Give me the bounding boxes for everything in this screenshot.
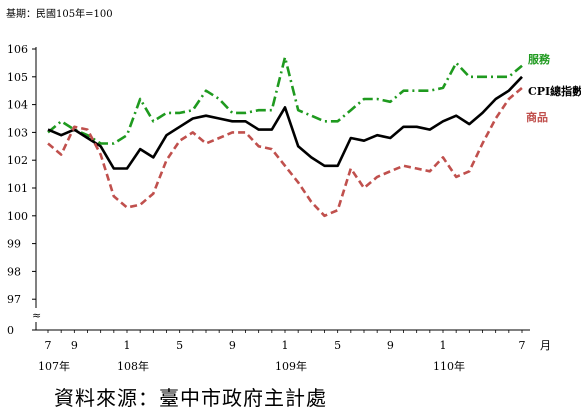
x-tick-label: 1 (124, 339, 131, 352)
x-tick-label: 7 (519, 339, 526, 352)
y-tick-label: 106 (7, 43, 28, 56)
year-label: 108年 (117, 359, 149, 373)
x-tick-label: 9 (71, 339, 78, 352)
x-tick-label: 7 (45, 339, 52, 352)
series-line-0 (47, 55, 523, 145)
year-label: 110年 (433, 359, 465, 373)
y-tick-label: 103 (7, 126, 28, 139)
series-line-2 (47, 86, 523, 218)
series-label-0: 服務 (528, 52, 551, 66)
x-tick-label: 9 (387, 339, 394, 352)
y-tick-label: 104 (7, 99, 28, 112)
y-tick-label: 105 (7, 71, 28, 84)
y-tick-label: 100 (7, 210, 28, 223)
y-axis: ≈106 105 104 103 102 101 100 99 98 97 0 (7, 43, 41, 337)
y-tick-label: 101 (7, 182, 28, 195)
base-note: 基期：民國105年=100 (6, 7, 113, 20)
source-note: 資料來源：臺中市政府主計處 (54, 386, 327, 410)
y-tick-label: 102 (7, 154, 28, 167)
x-tick-label: 5 (334, 339, 341, 352)
x-tick-label: 1 (282, 339, 289, 352)
axis-break-symbol: ≈ (32, 309, 41, 322)
x-axis: 7 9 1 5 9 1 5 9 1 7 107年 108年 109年 110年 (36, 329, 530, 373)
x-tick-label: 1 (440, 339, 447, 352)
y-tick-label: 97 (7, 293, 21, 306)
x-tick-label: 9 (229, 339, 236, 352)
y-tick-label: 98 (7, 265, 21, 278)
x-tick-label: 5 (176, 339, 183, 352)
year-label: 109年 (275, 359, 307, 373)
y-tick-label: 0 (7, 324, 14, 337)
y-tick-label: 99 (7, 238, 21, 251)
series-label-2: 商品 (526, 110, 548, 124)
year-label: 107年 (38, 359, 70, 373)
series-line-1 (47, 75, 523, 170)
series-lines (47, 55, 523, 218)
series-label-1: CPI總指數 (528, 84, 581, 98)
x-unit-label: 月 (540, 339, 551, 352)
